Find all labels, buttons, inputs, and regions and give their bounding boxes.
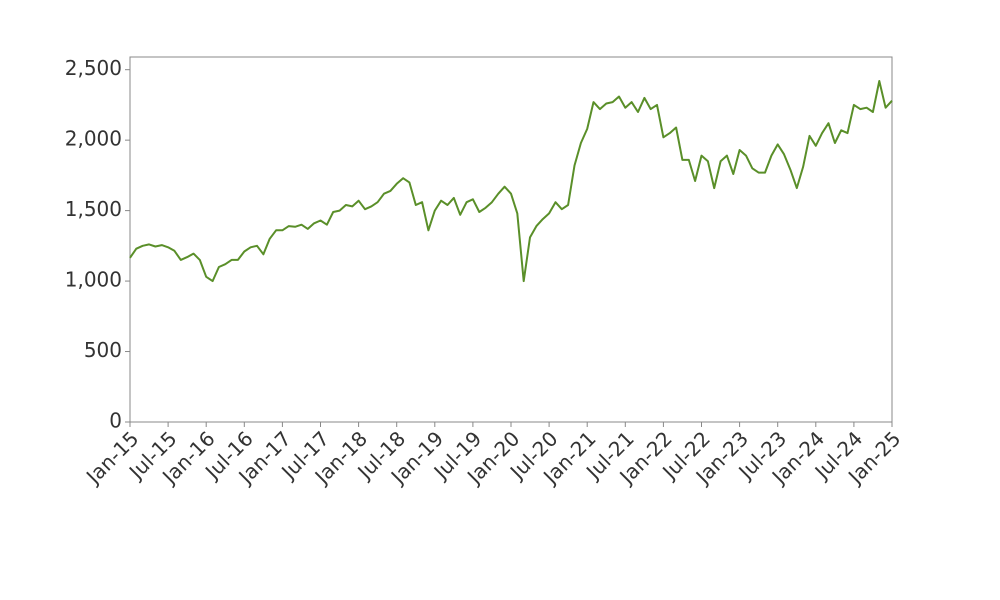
y-tick-label: 500 [84,338,122,362]
plot-frame [129,56,893,423]
y-tick-label: 1,000 [65,268,122,292]
y-tick-label: 0 [109,409,122,433]
y-tick-label: 2,500 [65,56,122,80]
y-tick-label: 2,000 [65,127,122,151]
line-series [129,80,893,283]
y-tick-label: 1,500 [65,197,122,221]
